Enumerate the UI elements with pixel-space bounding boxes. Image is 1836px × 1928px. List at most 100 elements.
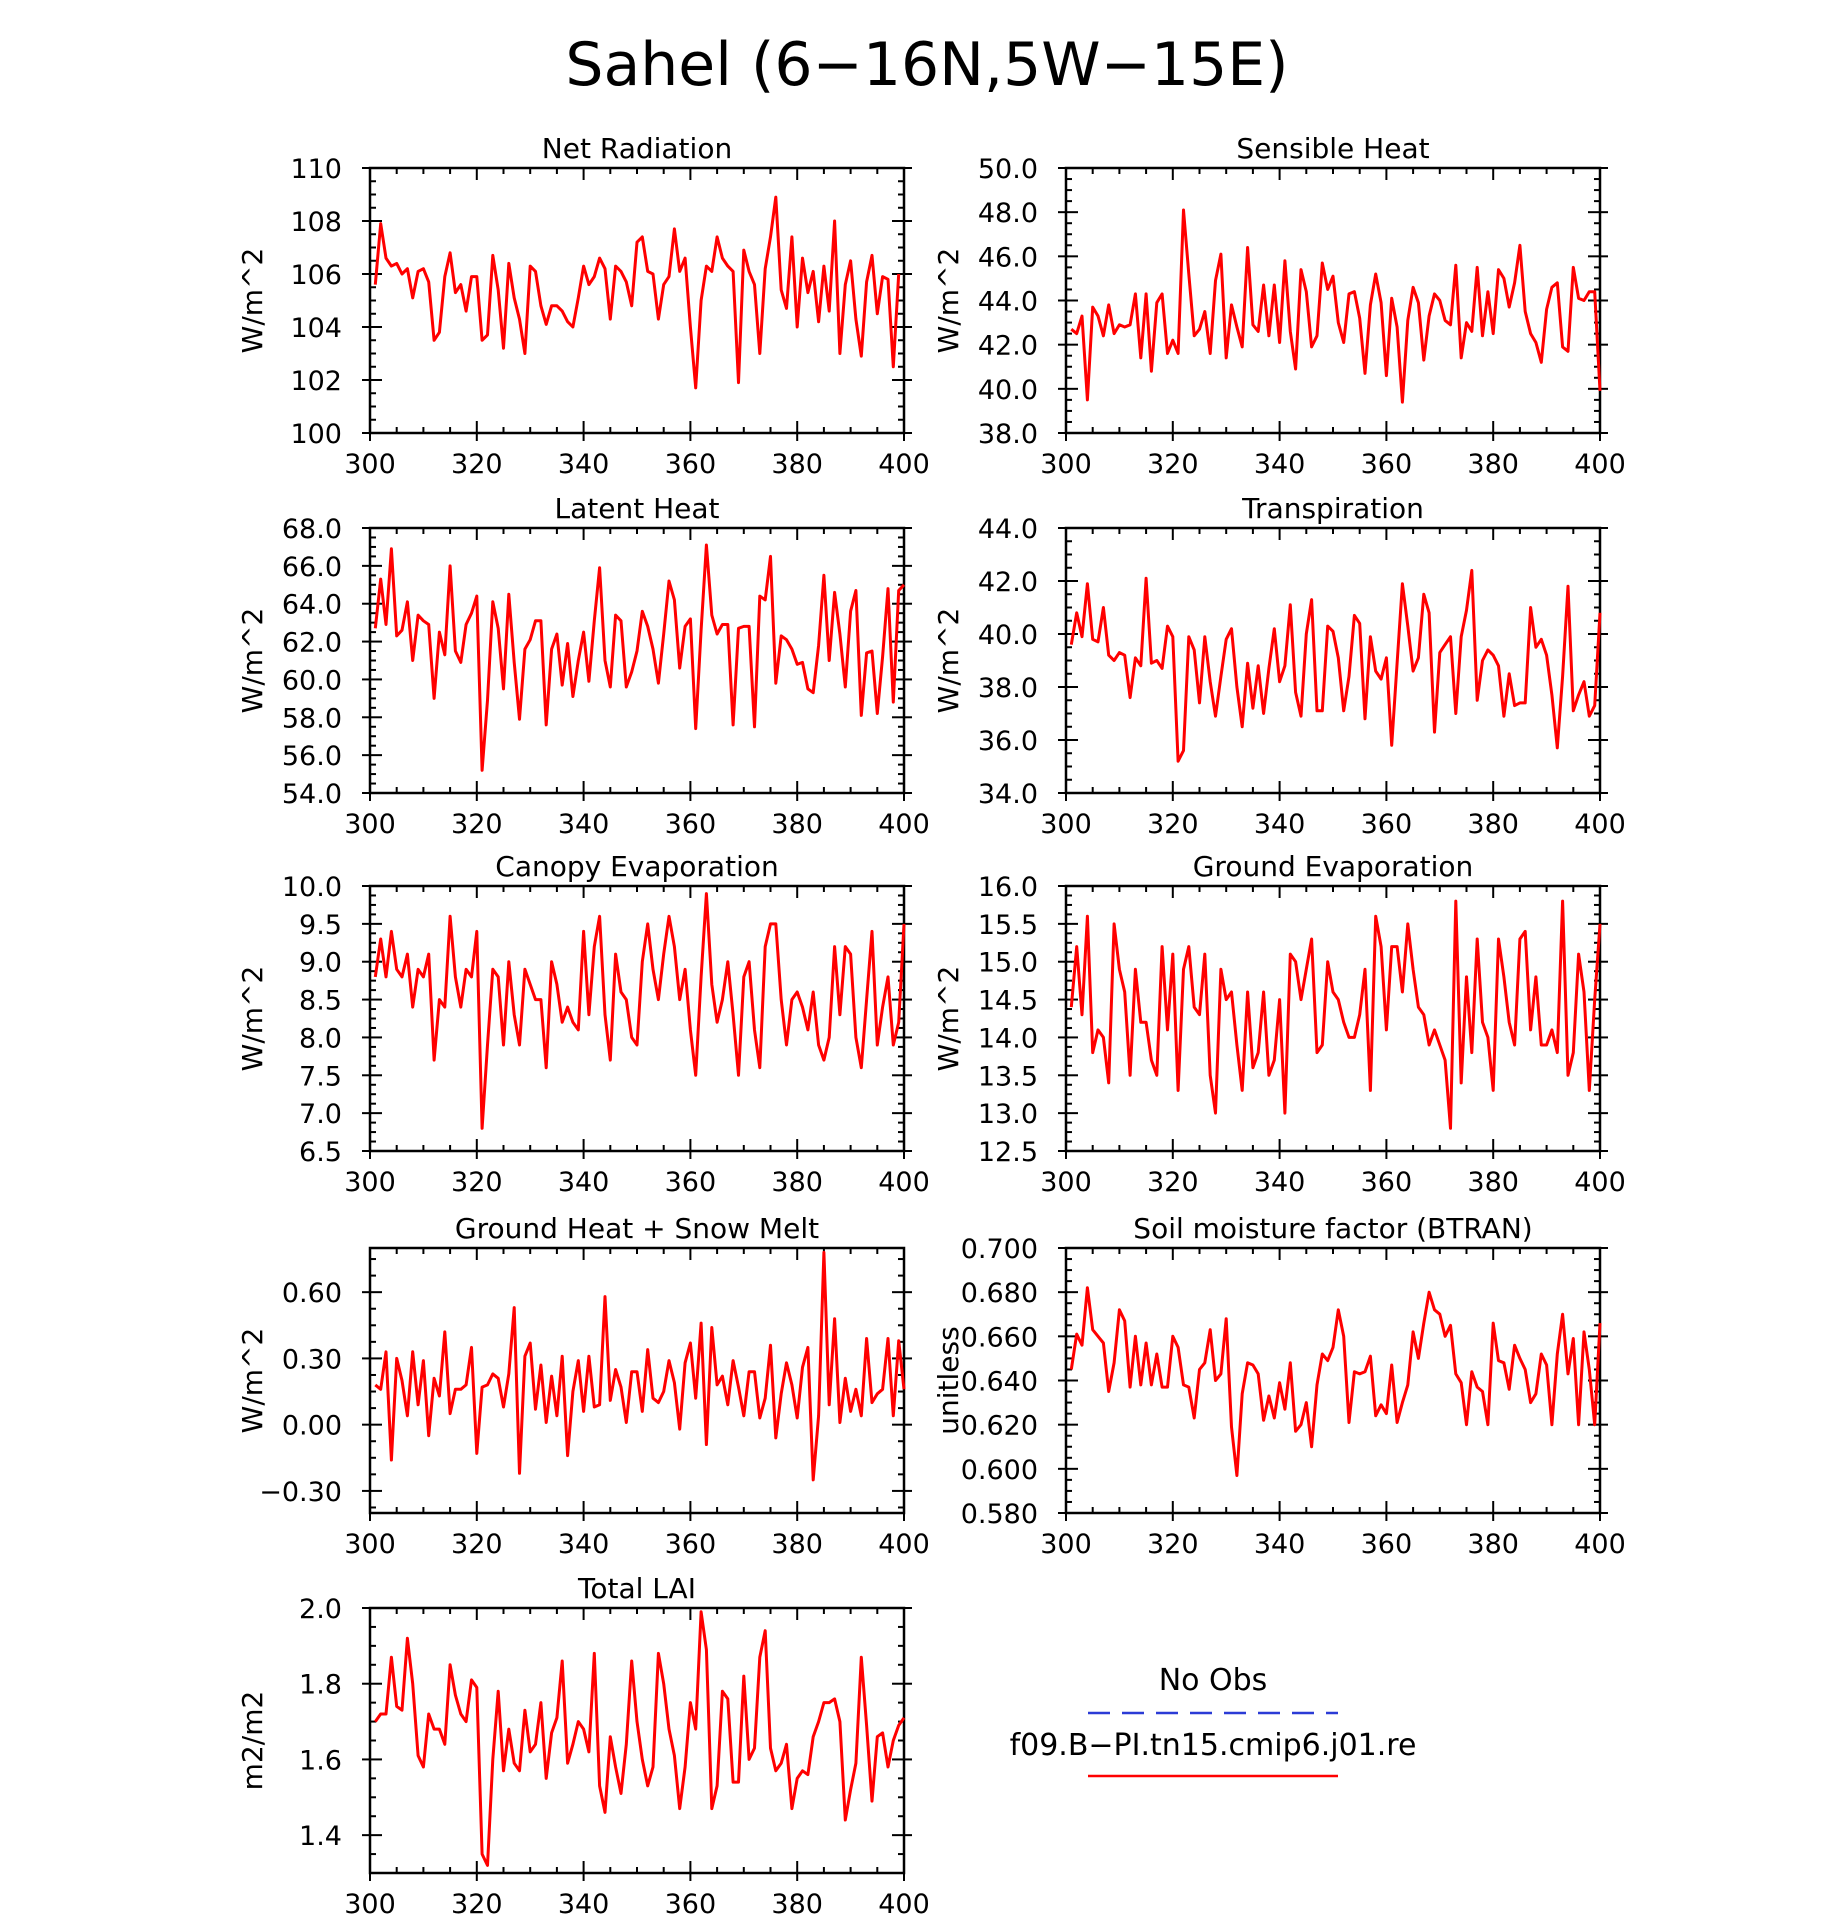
series-line [373, 543, 906, 772]
y-axis-label: W/m^2 [932, 248, 965, 354]
y-tick-label: 46.0 [978, 242, 1038, 273]
y-tick-label: 0.660 [961, 1322, 1038, 1353]
y-tick-label: 14.0 [978, 1023, 1038, 1054]
y-tick-label: 44.0 [978, 514, 1038, 545]
x-tick-label: 320 [1147, 1529, 1199, 1560]
y-tick-label: 8.5 [299, 986, 342, 1017]
x-tick-label: 360 [665, 449, 717, 480]
y-tick-label: 10.0 [282, 872, 342, 903]
x-tick-label: 400 [878, 1167, 930, 1198]
y-axis-label: W/m^2 [236, 608, 269, 714]
panel-title: Net Radiation [542, 132, 732, 165]
y-axis-label: W/m^2 [932, 608, 965, 714]
y-tick-label: 36.0 [978, 726, 1038, 757]
x-tick-label: 380 [771, 1889, 823, 1920]
x-tick-label: 320 [451, 1167, 503, 1198]
y-axis-label: W/m^2 [932, 966, 965, 1072]
y-tick-label: 7.5 [299, 1061, 342, 1092]
y-tick-label: 16.0 [978, 872, 1038, 903]
y-tick-label: 9.5 [299, 910, 342, 941]
y-tick-label: 108 [290, 207, 342, 238]
y-tick-label: 42.0 [978, 567, 1038, 598]
x-tick-label: 360 [1361, 1529, 1413, 1560]
y-tick-label: 0.60 [282, 1278, 342, 1309]
y-tick-label: 12.5 [978, 1137, 1038, 1168]
y-tick-label: 0.700 [961, 1234, 1038, 1265]
y-tick-label: 102 [290, 366, 342, 397]
x-tick-label: 320 [1147, 1167, 1199, 1198]
x-tick-label: 340 [1254, 1529, 1306, 1560]
panel-title: Total LAI [577, 1572, 696, 1605]
x-tick-label: 320 [1147, 809, 1199, 840]
y-tick-label: 7.0 [299, 1099, 342, 1130]
y-tick-label: 56.0 [282, 741, 342, 772]
x-tick-label: 340 [558, 809, 610, 840]
y-tick-label: 15.0 [978, 948, 1038, 979]
x-tick-label: 360 [665, 1529, 717, 1560]
x-tick-label: 340 [558, 449, 610, 480]
x-tick-label: 320 [451, 1529, 503, 1560]
x-tick-label: 400 [878, 1889, 930, 1920]
x-tick-label: 400 [1574, 1529, 1626, 1560]
x-tick-label: 320 [451, 449, 503, 480]
x-tick-label: 380 [771, 449, 823, 480]
panel-title: Soil moisture factor (BTRAN) [1133, 1212, 1532, 1245]
y-axis-label: W/m^2 [236, 248, 269, 354]
legend-label-model: f09.B−PI.tn15.cmip6.j01.re [1010, 1728, 1417, 1763]
y-tick-label: 64.0 [282, 590, 342, 621]
x-tick-label: 300 [344, 1167, 396, 1198]
x-tick-label: 300 [1040, 809, 1092, 840]
legend: No Obs f09.B−PI.tn15.cmip6.j01.re [1010, 1663, 1417, 1778]
plot-frame [368, 166, 906, 435]
series-line [1070, 208, 1602, 404]
plot-frame [1064, 1246, 1602, 1515]
y-tick-label: 54.0 [282, 779, 342, 810]
y-tick-label: 48.0 [978, 198, 1038, 229]
panel-transpiration: Transpiration 300 320 340 360 380 400 34.0 36.0 3… [932, 492, 1626, 840]
y-tick-label: 58.0 [282, 703, 342, 734]
y-tick-label: 110 [290, 154, 342, 185]
y-tick-label: 1.4 [299, 1821, 342, 1852]
x-tick-label: 300 [1040, 1529, 1092, 1560]
x-tick-label: 300 [1040, 1167, 1092, 1198]
y-tick-label: 8.0 [299, 1023, 342, 1054]
x-tick-label: 380 [1467, 1167, 1519, 1198]
y-tick-label: 104 [290, 313, 342, 344]
y-tick-label: −0.30 [259, 1477, 342, 1508]
x-tick-label: 400 [1574, 809, 1626, 840]
y-tick-label: 1.8 [299, 1670, 342, 1701]
x-tick-label: 360 [665, 1889, 717, 1920]
y-tick-label: 13.0 [978, 1099, 1038, 1130]
x-tick-label: 380 [1467, 1529, 1519, 1560]
series-line [1069, 899, 1602, 1130]
x-tick-label: 340 [558, 1889, 610, 1920]
plot-frame [368, 1606, 906, 1875]
y-tick-label: 40.0 [978, 620, 1038, 651]
panel-latent-heat: Latent Heat 300 320 340 360 380 400 54.0 56.0 58.… [236, 492, 930, 840]
panel-sensible-heat: Sensible Heat 300 320 340 360 380 400 38.0 40.0 4… [932, 132, 1626, 480]
x-tick-label: 360 [1361, 809, 1413, 840]
x-tick-label: 320 [1147, 449, 1199, 480]
y-tick-label: 2.0 [299, 1594, 342, 1625]
x-tick-label: 400 [1574, 1167, 1626, 1198]
y-tick-label: 68.0 [282, 514, 342, 545]
x-tick-label: 360 [665, 809, 717, 840]
series-line [373, 892, 906, 1130]
y-tick-label: 0.580 [961, 1499, 1038, 1530]
panel-ground-evaporation: Ground Evaporation 300 320 340 360 380 400 12.5… [932, 850, 1626, 1198]
y-axis-label: m2/m2 [236, 1691, 269, 1791]
x-tick-label: 400 [878, 449, 930, 480]
panel-title: Sensible Heat [1236, 132, 1429, 165]
series-line [1069, 568, 1602, 763]
y-tick-label: 38.0 [978, 419, 1038, 450]
y-tick-label: 66.0 [282, 552, 342, 583]
panels: Net Radiation 300 320 340 360 380 400 100 102 104… [236, 132, 1626, 1920]
x-tick-label: 340 [1254, 449, 1306, 480]
panel-title: Ground Evaporation [1193, 850, 1474, 883]
panel-title: Ground Heat + Snow Melt [455, 1212, 819, 1245]
plot-frame [1064, 884, 1602, 1153]
x-tick-label: 380 [771, 809, 823, 840]
x-tick-label: 400 [878, 1529, 930, 1560]
y-tick-label: 13.5 [978, 1061, 1038, 1092]
